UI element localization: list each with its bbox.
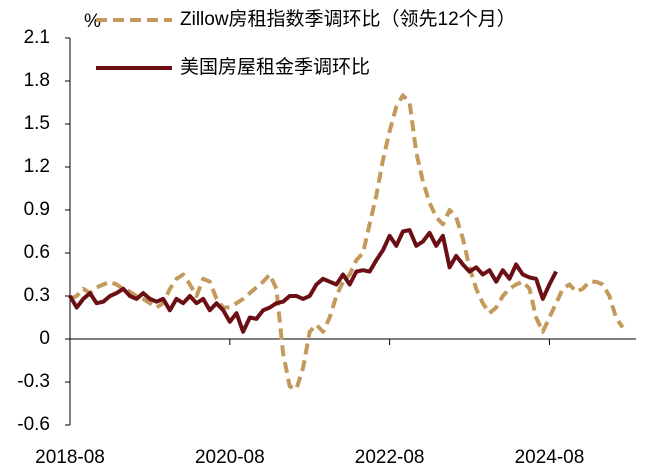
y-tick-label: 0.9	[24, 199, 50, 220]
y-unit: %	[84, 11, 101, 32]
y-tick-label: 0.6	[24, 242, 50, 263]
x-tick-label: 2018-08	[35, 447, 105, 468]
y-tick-label: -0.3	[17, 371, 50, 392]
y-tick-label: 1.2	[24, 156, 50, 177]
series-line	[69, 93, 625, 392]
x-tick-label: 2022-08	[355, 447, 425, 468]
y-tick-label: 0	[39, 328, 50, 349]
legend-label: Zillow房租指数季调环比（领先12个月）	[180, 8, 516, 30]
y-tick-label: 0.3	[24, 285, 50, 306]
y-tick-label: 1.5	[24, 113, 50, 134]
x-tick-label: 2020-08	[195, 447, 265, 468]
y-tick-label: -0.6	[17, 414, 50, 435]
series-line	[68, 228, 558, 334]
x-tick-label: 2024-08	[515, 447, 585, 468]
y-tick-label: 2.1	[24, 27, 50, 48]
legend-label: 美国房屋租金季调环比	[180, 56, 370, 78]
y-tick-label: 1.8	[24, 70, 50, 91]
